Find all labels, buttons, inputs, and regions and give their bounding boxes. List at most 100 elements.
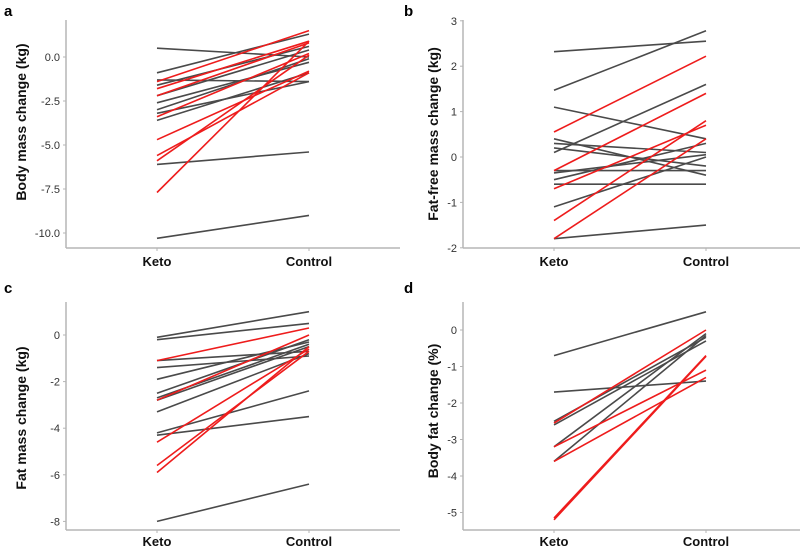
pair-line-c-gray-5 [156,338,310,395]
pair-line-a-red-18 [156,40,310,194]
y-tick-label-a-0: 0.0 [45,52,60,64]
pair-line-c-gray-0 [156,310,310,339]
x-category-control-c: Control [286,534,332,549]
pair-line-b-gray-6 [553,83,707,154]
panel-c: c Fat mass change (kg) 0 -2 -4 -6 -8 Keto Co… [4,280,400,549]
pair-line-a-gray-0 [156,47,310,58]
y-tick-label-a-2: -5.0 [41,140,60,152]
pair-line-b-gray-1 [553,30,707,92]
y-tick-label-c-2: -4 [50,423,60,435]
y-tick-label-b-4: -1 [447,197,457,209]
y-axis-title-d: Body fat change (%) [425,344,441,479]
x-category-keto-d: Keto [540,534,569,549]
pair-line-c-gray-11 [156,483,310,523]
lines-a [156,29,310,240]
y-tick-label-c-0: 0 [54,330,60,342]
y-axis-d: 0 -1 -2 -3 -4 -5 [447,302,800,533]
pair-line-a-gray-1 [156,33,310,74]
pair-line-b-red-14 [553,92,707,172]
y-axis-title-a: Body mass change (kg) [13,43,29,200]
x-category-keto-c: Keto [143,534,172,549]
y-tick-label-a-3: -7.5 [41,184,60,196]
y-tick-label-d-5: -5 [447,508,457,520]
pair-line-c-gray-10 [156,415,310,436]
pair-line-c-red-12 [156,327,310,362]
pair-line-a-red-12 [156,40,310,90]
pair-line-d-gray-3 [553,340,707,426]
pair-line-b-red-16 [553,120,707,222]
pair-line-b-gray-12 [553,224,707,240]
panel-letter-c: c [4,280,12,297]
pair-line-d-red-10 [553,355,707,521]
y-tick-label-a-1: -2.5 [41,96,60,108]
pair-line-c-gray-7 [156,345,310,401]
pair-line-c-gray-1 [156,322,310,341]
pair-line-a-red-14 [156,52,310,118]
x-category-control-b: Control [683,254,729,269]
pair-line-b-gray-4 [553,142,707,154]
lines-c [156,310,310,523]
pair-line-a-gray-8 [156,72,310,122]
y-axis-a: 0.0 -2.5 -5.0 -7.5 -10.0 [35,20,400,251]
lines-d [553,311,707,521]
pair-line-c-gray-3 [156,355,310,369]
pair-line-a-gray-10 [156,214,310,240]
y-tick-label-c-3: -6 [50,470,60,482]
pair-line-a-red-11 [156,29,310,83]
pair-line-a-red-16 [156,72,310,157]
panel-letter-a: a [4,3,13,20]
pair-line-b-gray-8 [553,153,707,174]
y-tick-label-c-4: -8 [50,516,60,528]
pair-line-b-gray-2 [553,106,707,140]
pair-line-a-red-13 [156,42,310,97]
pair-line-b-red-15 [553,124,707,190]
panel-b: b Fat-free mass change (kg) 3 2 1 0 -1 -2 Ket… [404,3,800,269]
pair-line-a-gray-9 [156,151,310,166]
pair-line-c-red-16 [156,345,310,474]
y-tick-label-b-5: -2 [447,243,457,255]
pair-line-b-gray-11 [553,156,707,208]
pair-line-c-red-15 [156,350,310,467]
pair-line-d-red-8 [553,376,707,463]
pair-line-d-gray-0 [553,311,707,357]
pair-line-b-red-13 [553,55,707,133]
y-tick-label-d-1: -1 [447,362,457,374]
pair-line-a-gray-4 [156,49,310,97]
pair-line-c-gray-8 [156,352,310,413]
pair-line-d-red-6 [553,329,707,424]
panel-a: a Body mass change (kg) 0.0 -2.5 -5.0 -7.5 -… [4,3,400,269]
panel-letter-b: b [404,3,413,20]
y-axis-title-c: Fat mass change (kg) [13,346,29,489]
pair-line-a-gray-5 [156,61,310,104]
y-axis-b: 3 2 1 0 -1 -2 [447,16,800,255]
y-tick-label-b-3: 0 [451,152,457,164]
pair-line-b-gray-0 [553,40,707,53]
pair-line-d-gray-5 [553,334,707,463]
pair-line-a-red-17 [156,54,310,162]
panel-letter-d: d [404,280,413,297]
pair-line-a-gray-3 [156,45,310,86]
pair-line-c-red-13 [156,334,310,401]
y-tick-label-b-1: 2 [451,61,457,73]
y-tick-label-b-2: 1 [451,107,457,119]
x-category-control-d: Control [683,534,729,549]
y-tick-label-c-1: -2 [50,377,60,389]
y-axis-title-b: Fat-free mass change (kg) [425,47,441,221]
y-tick-label-b-0: 3 [451,16,457,28]
pair-line-b-red-17 [553,138,707,240]
y-tick-label-d-2: -2 [447,398,457,410]
pair-line-c-red-14 [156,348,310,443]
x-category-keto-b: Keto [540,254,569,269]
y-tick-label-d-3: -3 [447,435,457,447]
y-tick-label-d-4: -4 [447,471,457,483]
x-category-keto-a: Keto [143,254,172,269]
pair-line-d-gray-4 [553,332,707,448]
lines-b [553,30,707,240]
y-axis-c: 0 -2 -4 -6 -8 [50,302,400,533]
pair-line-b-gray-9 [553,142,707,181]
x-category-control-a: Control [286,254,332,269]
y-tick-label-a-4: -10.0 [35,228,60,240]
panel-d: d Body fat change (%) 0 -1 -2 -3 -4 -5 Keto C… [404,280,800,549]
pair-line-a-red-15 [156,70,310,141]
